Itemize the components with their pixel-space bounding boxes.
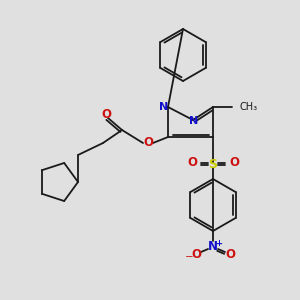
Text: O: O [229,157,239,169]
Text: O: O [143,136,153,149]
Text: CH₃: CH₃ [239,102,257,112]
Text: N: N [208,239,218,253]
Text: O: O [191,248,201,262]
Text: O: O [187,157,197,169]
Text: N: N [159,102,169,112]
Text: O: O [225,248,235,262]
Text: −: − [184,252,194,262]
Text: N: N [189,116,199,126]
Text: S: S [208,158,217,170]
Text: +: + [215,238,223,247]
Text: O: O [101,109,111,122]
